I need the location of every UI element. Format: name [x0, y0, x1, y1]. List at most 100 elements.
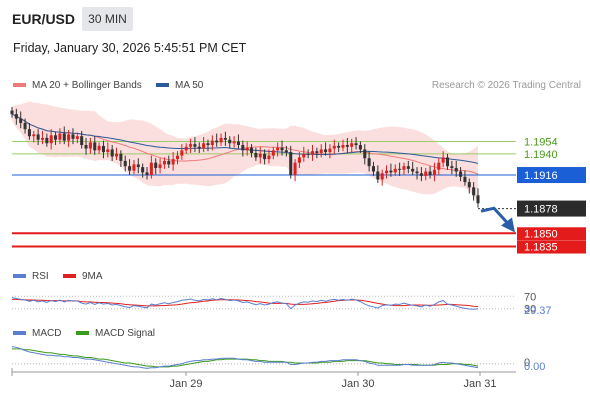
- candle-body: [180, 150, 184, 156]
- candle-body: [27, 129, 31, 137]
- resistance-label-0: 1.1954: [524, 136, 558, 148]
- legend-rsi: RSI: [13, 271, 49, 282]
- candle-body: [223, 137, 227, 140]
- candle-body: [271, 150, 275, 156]
- candle-body: [197, 146, 201, 149]
- legend-rsi-label: RSI: [32, 271, 49, 282]
- candle-body: [345, 145, 349, 147]
- candle-body: [162, 160, 166, 165]
- candle-body: [189, 144, 193, 147]
- ma20-swatch: [13, 83, 26, 88]
- candle-body: [310, 151, 315, 155]
- candle-body: [80, 136, 84, 146]
- candle-body: [67, 134, 71, 141]
- candle-body: [141, 167, 145, 173]
- candle-body: [445, 157, 450, 167]
- candle-body: [337, 145, 341, 148]
- timeframe-button[interactable]: 30 MIN: [82, 7, 133, 31]
- candle-body: [167, 160, 171, 165]
- candle-body: [245, 147, 249, 151]
- rsi-level-label-0: 70: [524, 291, 536, 303]
- candle-body: [175, 155, 180, 160]
- candle-body: [210, 140, 214, 146]
- candle-body: [49, 135, 53, 144]
- rsi-9ma-line: [12, 298, 479, 307]
- support-label-5: 1.1835: [524, 242, 558, 254]
- forecast-arrow-head: [501, 217, 515, 233]
- bollinger-band: [12, 101, 478, 203]
- candle-body: [93, 142, 97, 151]
- legend-ma20-label: MA 20 + Bollinger Bands: [32, 80, 142, 91]
- macd-line: [11, 346, 479, 369]
- candle-body: [128, 166, 132, 171]
- macd-signal-swatch: [76, 331, 89, 336]
- candle-body: [114, 153, 119, 157]
- candle-body: [284, 150, 288, 153]
- candle-body: [232, 141, 236, 144]
- candle-body: [202, 143, 206, 149]
- candle-body: [32, 134, 36, 137]
- candle-body: [71, 134, 75, 139]
- support-label-bg-5: [517, 240, 586, 254]
- candle-body: [476, 195, 480, 204]
- candle-body: [276, 147, 280, 151]
- resistance-label-1: 1.1940: [524, 149, 558, 161]
- candle-body: [315, 151, 319, 153]
- last-price-label-bg: [517, 200, 586, 217]
- legend-9ma-label: 9MA: [82, 271, 103, 282]
- candle-body: [158, 164, 162, 168]
- candle-body: [450, 166, 454, 168]
- candle-body: [45, 137, 49, 144]
- candle-body: [385, 170, 389, 174]
- rsi-current-value: 29.37: [524, 305, 552, 317]
- candle-body: [136, 164, 140, 168]
- candle-body: [88, 142, 92, 149]
- macd-panel: 00.00: [11, 346, 545, 373]
- support-label-4: 1.1850: [524, 228, 558, 240]
- candle-body: [398, 168, 402, 170]
- candle-body: [23, 122, 27, 130]
- candle-body: [215, 140, 219, 143]
- candle-body: [328, 148, 332, 153]
- candle-body: [119, 153, 123, 161]
- pivot-label: 1.1916: [524, 170, 558, 182]
- candle-body: [10, 110, 14, 115]
- candle-body: [363, 149, 367, 159]
- bollinger-band-group: [12, 101, 478, 203]
- candle-body: [228, 139, 232, 144]
- macd-swatch: [13, 331, 26, 336]
- candle-body: [393, 168, 397, 173]
- candle-body: [459, 171, 463, 177]
- x-axis: Jan 29 Jan 30 Jan 31: [11, 368, 516, 390]
- x-tick-label-0: Jan 29: [169, 378, 202, 390]
- forecast-arrow-group: [480, 206, 515, 233]
- candle-body: [123, 160, 127, 167]
- timestamp: Friday, January 30, 2026 5:45:51 PM CET: [13, 41, 247, 55]
- candle-body: [454, 167, 458, 172]
- candle-body: [467, 182, 471, 188]
- candle-body: [250, 147, 254, 153]
- candle-body: [350, 143, 354, 147]
- candle-body: [437, 162, 441, 170]
- candle-body: [332, 145, 336, 149]
- legend-macd-signal-label: MACD Signal: [95, 328, 156, 339]
- candle-body: [36, 134, 40, 140]
- candle-body: [463, 176, 467, 183]
- candle-body: [258, 153, 262, 158]
- legend-macd-label: MACD: [32, 328, 62, 339]
- candle-body: [236, 141, 240, 146]
- candle-body: [389, 170, 393, 173]
- legend-macd: MACD: [13, 328, 61, 339]
- candle-body: [184, 146, 188, 151]
- forecast-arrow-shaft: [480, 206, 509, 224]
- rsi-level-label-1: 30: [524, 304, 536, 316]
- macd-current-value: 0.00: [524, 361, 545, 373]
- candle-body: [358, 145, 362, 150]
- last-price-label: 1.1878: [524, 204, 558, 216]
- candle-body: [411, 168, 415, 172]
- candle-body: [14, 114, 18, 119]
- candle-body: [193, 144, 197, 147]
- moving-averages-group: [11, 113, 479, 175]
